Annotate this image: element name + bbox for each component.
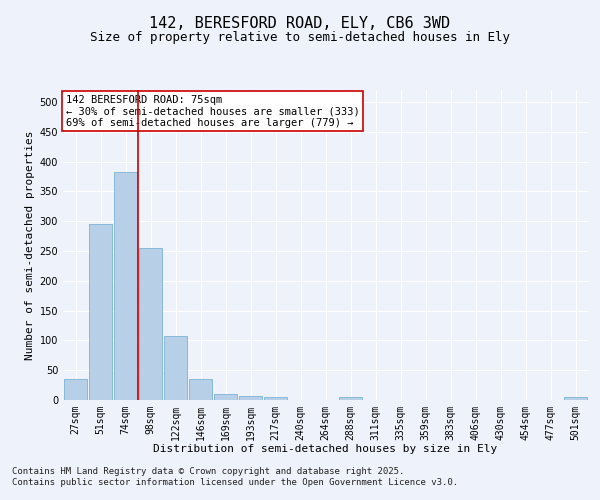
- Bar: [214, 394, 237, 400]
- Bar: [139, 248, 162, 400]
- Bar: [264, 397, 287, 400]
- Bar: [89, 224, 112, 400]
- Bar: [339, 397, 362, 400]
- Bar: [239, 396, 262, 400]
- Bar: [189, 379, 212, 400]
- Text: Contains HM Land Registry data © Crown copyright and database right 2025.
Contai: Contains HM Land Registry data © Crown c…: [12, 468, 458, 487]
- X-axis label: Distribution of semi-detached houses by size in Ely: Distribution of semi-detached houses by …: [154, 444, 497, 454]
- Text: 142 BERESFORD ROAD: 75sqm
← 30% of semi-detached houses are smaller (333)
69% of: 142 BERESFORD ROAD: 75sqm ← 30% of semi-…: [65, 94, 359, 128]
- Bar: [114, 172, 137, 400]
- Bar: [64, 379, 87, 400]
- Bar: [564, 397, 587, 400]
- Bar: [164, 336, 187, 400]
- Text: 142, BERESFORD ROAD, ELY, CB6 3WD: 142, BERESFORD ROAD, ELY, CB6 3WD: [149, 16, 451, 32]
- Text: Size of property relative to semi-detached houses in Ely: Size of property relative to semi-detach…: [90, 30, 510, 44]
- Y-axis label: Number of semi-detached properties: Number of semi-detached properties: [25, 130, 35, 360]
